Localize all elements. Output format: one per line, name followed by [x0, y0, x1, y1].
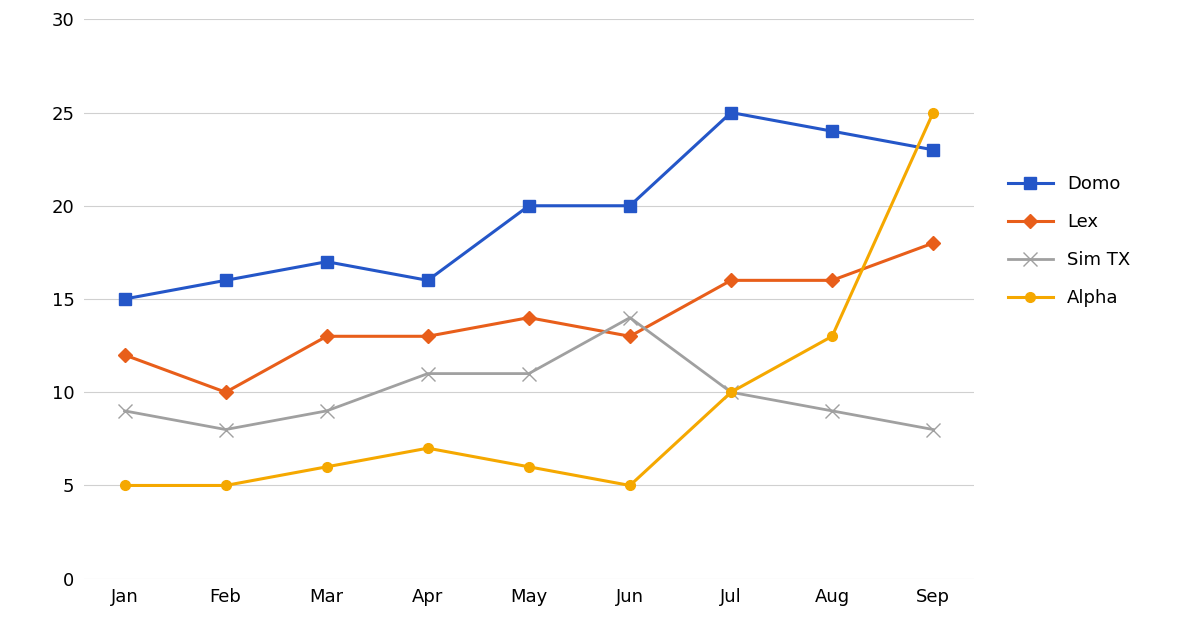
Sim TX — [118, 407, 132, 415]
Lex — [219, 388, 233, 396]
Lex — [926, 239, 940, 247]
Lex — [118, 351, 132, 359]
Domo — [320, 258, 334, 266]
Sim TX — [421, 370, 435, 377]
Sim TX — [926, 426, 940, 433]
Lex — [825, 276, 839, 284]
Lex — [724, 276, 738, 284]
Line: Alpha: Alpha — [120, 107, 938, 491]
Alpha — [926, 109, 940, 116]
Lex — [623, 332, 637, 340]
Lex — [320, 332, 334, 340]
Sim TX — [724, 388, 738, 396]
Alpha — [623, 482, 637, 489]
Legend: Domo, Lex, Sim TX, Alpha: Domo, Lex, Sim TX, Alpha — [1000, 168, 1138, 314]
Line: Domo: Domo — [119, 107, 939, 305]
Domo — [421, 276, 435, 284]
Alpha — [522, 463, 536, 471]
Alpha — [118, 482, 132, 489]
Sim TX — [320, 407, 334, 415]
Domo — [522, 202, 536, 210]
Domo — [724, 109, 738, 116]
Domo — [118, 295, 132, 303]
Sim TX — [522, 370, 536, 377]
Line: Sim TX: Sim TX — [118, 311, 940, 437]
Alpha — [219, 482, 233, 489]
Line: Lex: Lex — [120, 238, 938, 397]
Domo — [825, 127, 839, 135]
Domo — [926, 146, 940, 154]
Sim TX — [219, 426, 233, 433]
Alpha — [421, 444, 435, 452]
Alpha — [825, 332, 839, 340]
Alpha — [320, 463, 334, 471]
Lex — [421, 332, 435, 340]
Sim TX — [623, 314, 637, 322]
Lex — [522, 314, 536, 322]
Sim TX — [825, 407, 839, 415]
Domo — [219, 276, 233, 284]
Alpha — [724, 388, 738, 396]
Domo — [623, 202, 637, 210]
